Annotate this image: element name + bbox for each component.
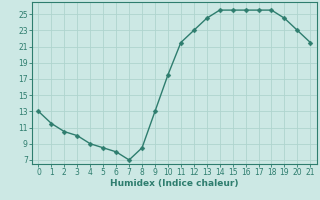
X-axis label: Humidex (Indice chaleur): Humidex (Indice chaleur) [110, 179, 239, 188]
